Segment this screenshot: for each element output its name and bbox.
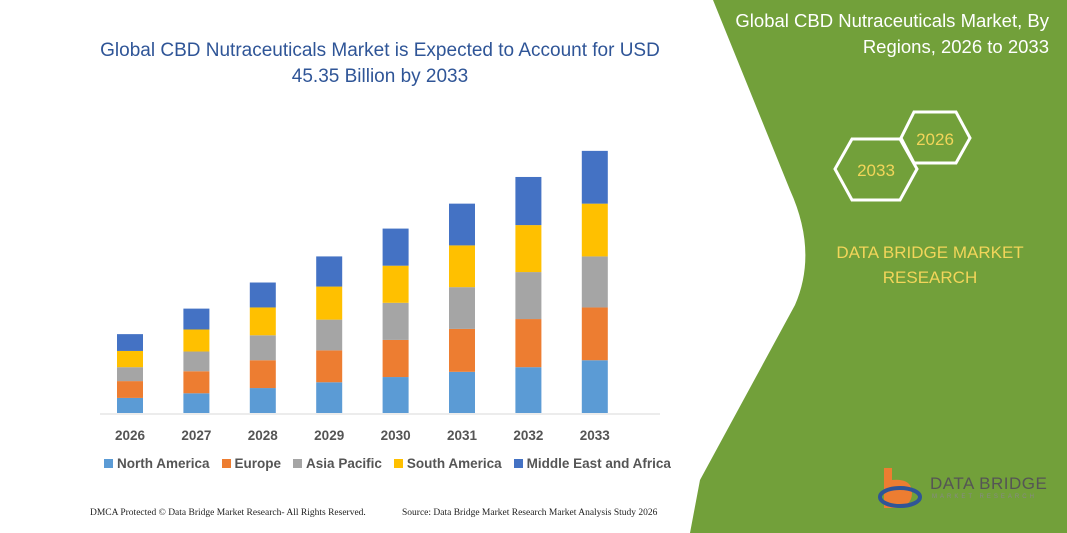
logo-name: DATA BRIDGE <box>930 474 1048 493</box>
legend-swatch <box>221 459 231 468</box>
x-tick-label: 2030 <box>381 428 411 443</box>
bar-2026-south-america <box>117 350 143 368</box>
x-tick-label: 2029 <box>314 428 344 443</box>
legend: North America Europe Asia Pacific South Ame… <box>104 456 671 471</box>
bar-2029-middle-east-and-africa <box>316 256 343 287</box>
footer-copyright: DMCA Protected © Data Bridge Market Rese… <box>90 508 366 518</box>
legend-item: Middle East and Africa <box>513 456 671 471</box>
bar-2031-middle-east-and-africa <box>449 203 475 246</box>
x-tick-label: 2032 <box>513 428 543 443</box>
x-tick-label: 2028 <box>248 428 279 443</box>
footer-source: Source: Data Bridge Market Research Mark… <box>402 508 658 518</box>
bar-2030-north-america <box>382 377 409 413</box>
bar-2033-south-america <box>581 203 608 257</box>
bar-2033-europe <box>581 307 608 361</box>
bar-2028-europe <box>249 360 276 389</box>
bar-2030-europe <box>382 339 409 378</box>
legend-item: Europe <box>221 456 282 471</box>
logo-sub: MARKET RESEARCH <box>932 494 1037 500</box>
bar-2029-asia-pacific <box>316 319 343 351</box>
legend-label: South America <box>406 456 502 471</box>
bar-2033-middle-east-and-africa <box>581 150 608 204</box>
legend-swatch <box>293 459 303 468</box>
bar-2032-asia-pacific <box>515 272 542 320</box>
bar-2028-south-america <box>249 307 276 336</box>
bar-2029-north-america <box>316 382 343 413</box>
bar-2029-europe <box>316 350 343 383</box>
bar-2032-south-america <box>515 225 542 273</box>
bar-2026-europe <box>117 381 143 398</box>
bar-2033-asia-pacific <box>581 256 608 308</box>
bar-2030-asia-pacific <box>382 302 409 340</box>
legend-swatch <box>513 459 523 468</box>
legend-label: Europe <box>234 456 282 471</box>
x-tick-label: 2027 <box>181 428 211 443</box>
bar-2026-middle-east-and-africa <box>117 334 143 351</box>
hex-2033-label: 2033 <box>857 161 895 180</box>
bar-2032-europe <box>515 319 542 368</box>
bar-2030-middle-east-and-africa <box>382 228 409 266</box>
legend-item: Asia Pacific <box>293 456 382 471</box>
bar-2028-north-america <box>249 388 276 413</box>
panel-title: Global CBD Nutraceuticals Market, By Reg… <box>735 10 1049 57</box>
chart-title: Global CBD Nutraceuticals Market is Expe… <box>100 40 660 87</box>
legend-label: North America <box>117 456 210 471</box>
bar-2028-middle-east-and-africa <box>249 282 276 308</box>
x-tick-label: 2031 <box>447 428 478 443</box>
x-tick-label: 2033 <box>580 428 611 443</box>
bar-2031-europe <box>449 328 475 372</box>
chart: 2026 2027 2028 2029 2030 2031 2032 2033 <box>100 150 660 443</box>
bar-2032-middle-east-and-africa <box>515 176 542 226</box>
legend-label: Middle East and Africa <box>526 456 671 471</box>
bar-2029-south-america <box>316 286 343 320</box>
legend-item: South America <box>393 456 502 471</box>
bar-2027-middle-east-and-africa <box>183 308 210 330</box>
hexagon-2033 <box>833 137 919 202</box>
legend-swatch <box>393 459 403 468</box>
bar-2031-north-america <box>449 371 475 413</box>
bar-2028-asia-pacific <box>249 335 276 361</box>
bar-2026-north-america <box>117 397 143 413</box>
bar-2030-south-america <box>382 265 409 303</box>
brand-text: DATA BRIDGE MARKET RESEARCH <box>836 243 1024 287</box>
legend-label: Asia Pacific <box>306 456 382 471</box>
bar-2031-asia-pacific <box>449 287 475 329</box>
green-panel <box>690 0 1067 533</box>
legend-swatch <box>104 459 113 468</box>
bar-2026-asia-pacific <box>117 367 143 382</box>
bar-2032-north-america <box>515 367 542 413</box>
legend-item: North America <box>104 456 210 471</box>
hex-2026-label: 2026 <box>916 130 954 149</box>
bar-2027-europe <box>183 371 210 394</box>
bar-2027-north-america <box>183 393 210 413</box>
bar-2033-north-america <box>581 360 608 413</box>
bar-2031-south-america <box>449 245 475 288</box>
bar-2027-south-america <box>183 329 210 352</box>
bar-2027-asia-pacific <box>183 351 210 372</box>
x-tick-label: 2026 <box>115 428 146 443</box>
data-bridge-logo <box>878 468 922 508</box>
